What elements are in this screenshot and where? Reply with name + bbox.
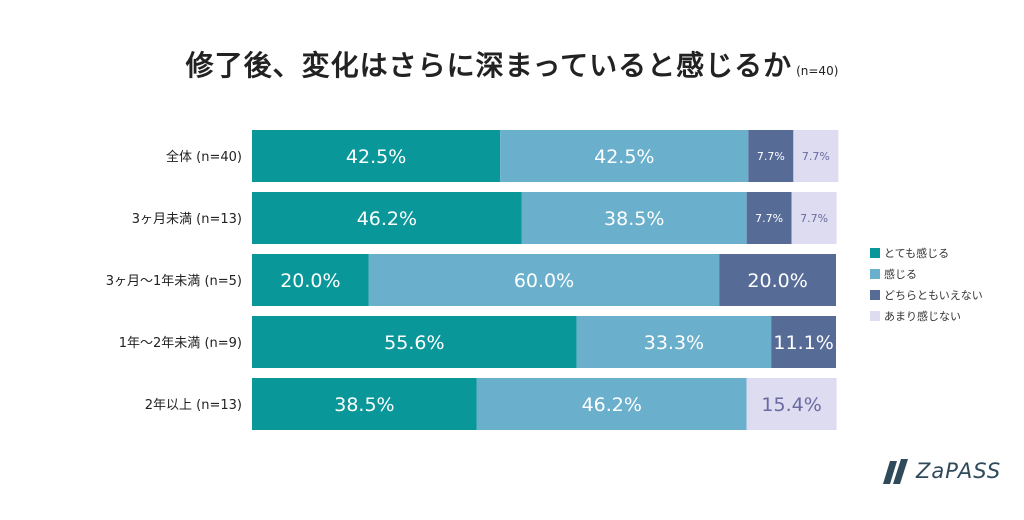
legend-swatch — [870, 247, 880, 258]
legend-item: とても感じる — [870, 242, 983, 263]
bar-segment — [719, 254, 836, 306]
legend-item: どちらともいえない — [870, 284, 983, 305]
legend-swatch — [870, 310, 880, 321]
data-label: 60.0% — [514, 270, 574, 292]
data-label: 20.0% — [747, 270, 807, 292]
bar-segment — [791, 192, 837, 244]
bar-segment — [476, 378, 747, 430]
brand-logo: ZaPASS — [880, 456, 1001, 486]
data-label: 38.5% — [604, 208, 664, 230]
data-label: 42.5% — [594, 146, 654, 168]
data-label: 46.2% — [357, 208, 417, 230]
legend-label: とても感じる — [884, 246, 950, 260]
zapass-logo-icon — [883, 459, 908, 484]
chart-title-block: 修了後、変化はさらに深まっていると感じるか (n=40) — [0, 44, 1024, 84]
bar-segment — [500, 130, 749, 182]
data-label: 7.7% — [757, 150, 785, 163]
legend-swatch — [870, 289, 880, 300]
legend: とても感じる 感じるどちらともいえない あまり感じない — [870, 242, 983, 326]
bar-segment — [746, 192, 792, 244]
data-label: 42.5% — [346, 146, 406, 168]
legend-swatch — [870, 268, 880, 279]
bar-segment — [252, 192, 522, 244]
bar-segment — [252, 254, 369, 306]
category-label: 全体 (n=40) — [166, 149, 242, 165]
data-label: 15.4% — [761, 394, 821, 416]
bar-segment — [252, 130, 501, 182]
data-label: 7.7% — [755, 212, 783, 225]
data-label: 11.1% — [773, 332, 833, 354]
legend-label: どちらともいえない — [884, 288, 983, 302]
category-label: 1年〜2年未満 (n=9) — [119, 336, 242, 351]
bar-segment — [521, 192, 747, 244]
legend-label: あまり感じない — [884, 309, 961, 323]
bar-segment — [748, 130, 794, 182]
bar-segment — [576, 316, 772, 368]
bar-segment — [746, 378, 837, 430]
data-label: 38.5% — [334, 394, 394, 416]
bar-segment — [793, 130, 839, 182]
bar-segment — [368, 254, 720, 306]
category-label: 2年以上 (n=13) — [145, 398, 242, 413]
chart-subtitle: (n=40) — [796, 64, 839, 78]
data-label: 46.2% — [582, 394, 642, 416]
bar-segment — [252, 316, 577, 368]
chart-title: 修了後、変化はさらに深まっていると感じるか — [185, 49, 793, 82]
data-label: 7.7% — [802, 150, 830, 163]
data-label: 55.6% — [384, 332, 444, 354]
data-label: 20.0% — [280, 270, 340, 292]
category-label: 3ヶ月〜1年未満 (n=5) — [106, 274, 242, 289]
bar-segment — [771, 316, 836, 368]
legend-item: 感じる — [870, 263, 983, 284]
data-label: 33.3% — [644, 332, 704, 354]
bar-segment — [252, 378, 477, 430]
legend-item: あまり感じない — [870, 305, 983, 326]
legend-label: 感じる — [884, 267, 917, 281]
brand-name: ZaPASS — [916, 459, 1002, 483]
category-label: 3ヶ月未満 (n=13) — [132, 212, 242, 227]
data-label: 7.7% — [800, 212, 828, 225]
